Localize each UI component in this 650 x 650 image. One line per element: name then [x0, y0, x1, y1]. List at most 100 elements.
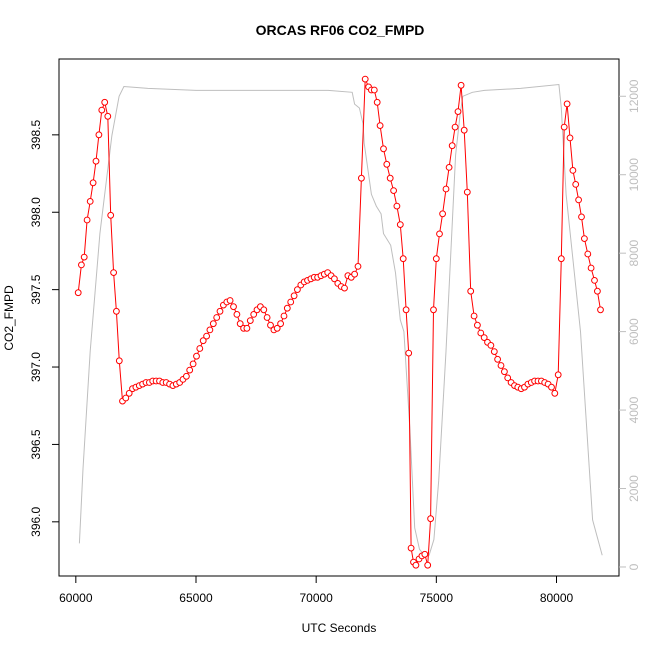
y-tick-label: 396.0: [29, 506, 43, 536]
y-axis-right: 0 2000 4000 6000 8000 10000 12000: [619, 79, 641, 570]
co2-point: [457, 81, 465, 89]
co2-point: [196, 345, 204, 352]
altitude-series: [78, 83, 603, 556]
co2-point: [199, 337, 207, 345]
co2-point: [98, 106, 106, 114]
y-tick-label: 396.5: [29, 429, 43, 459]
co2-point: [89, 179, 97, 187]
co2-point: [439, 210, 447, 218]
co2-point: [396, 221, 404, 229]
co2-point: [287, 298, 295, 306]
co2-point: [560, 123, 568, 131]
co2-point: [267, 321, 274, 329]
plot-frame: [58, 58, 620, 577]
co2-point: [436, 230, 443, 238]
y-axis-label: CO2_FMPD: [2, 285, 16, 351]
co2-point: [209, 320, 217, 328]
co2-point: [230, 303, 237, 311]
co2-point: [504, 374, 512, 382]
co2-point: [445, 164, 453, 171]
co2-point: [480, 334, 488, 342]
co2-point: [477, 329, 485, 337]
y-tick-label: 398.5: [29, 120, 43, 150]
co2-point: [470, 312, 478, 320]
y2-tick-label: 6000: [627, 318, 641, 345]
co2-point: [361, 75, 369, 83]
co2-point: [358, 174, 365, 182]
co2-point: [294, 286, 301, 294]
co2-point: [216, 307, 224, 315]
co2-point: [575, 196, 582, 204]
co2-point: [183, 372, 190, 380]
co2-point: [399, 255, 407, 263]
y-axis-left: 396.0 396.5 397.0 397.5 398.0 398.5: [29, 120, 59, 537]
co2-point: [557, 255, 565, 263]
co2-point: [572, 181, 580, 188]
co2-line: [77, 78, 601, 567]
co2-point: [226, 297, 234, 304]
co2-series: [74, 75, 604, 569]
chart-title: ORCAS RF06 CO2_FMPD: [256, 22, 425, 38]
co2-point: [203, 332, 211, 340]
co2-point: [487, 342, 495, 349]
x-tick-label: 70000: [299, 591, 333, 605]
co2-point: [393, 202, 401, 210]
co2-point: [193, 352, 200, 360]
co2-point: [551, 389, 559, 397]
co2-point: [125, 389, 133, 397]
co2-point: [263, 314, 271, 321]
co2-point: [80, 253, 88, 261]
co2-point: [405, 349, 413, 357]
y-tick-label: 398.0: [29, 197, 43, 227]
co2-point: [213, 314, 221, 321]
x-tick-label: 80000: [540, 591, 574, 605]
co2-point: [273, 324, 281, 332]
co2-point: [277, 320, 285, 328]
co2-point: [113, 307, 120, 315]
co2-point: [407, 544, 415, 552]
co2-point: [563, 100, 571, 108]
co2-point: [501, 368, 508, 376]
co2-point: [494, 355, 502, 363]
co2-point: [490, 348, 498, 356]
co2-point: [548, 383, 555, 391]
co2-point: [78, 261, 85, 269]
x-tick-label: 60000: [59, 591, 93, 605]
y2-tick-label: 4000: [627, 396, 641, 423]
co2-point: [101, 98, 109, 106]
x-axis-label: UTC Seconds: [302, 621, 377, 635]
co2-point: [448, 142, 456, 150]
co2-point: [591, 277, 598, 284]
co2-point: [460, 126, 468, 134]
co2-point: [110, 269, 117, 277]
co2-point: [283, 304, 291, 312]
y2-tick-label: 2000: [627, 475, 641, 502]
co2-point: [581, 235, 588, 243]
co2-point: [86, 198, 94, 205]
co2-point: [95, 131, 103, 139]
co2-point: [206, 326, 214, 334]
co2-point: [373, 98, 381, 106]
co2-point: [554, 371, 562, 379]
co2-point: [566, 134, 574, 142]
co2-point: [463, 188, 471, 196]
co2-point: [122, 394, 130, 402]
co2-point: [497, 362, 505, 369]
co2-point: [104, 112, 112, 120]
co2-point: [107, 211, 115, 219]
co2-point: [424, 561, 432, 569]
co2-point: [597, 306, 604, 314]
co2-point: [594, 287, 601, 295]
co2-point: [442, 185, 450, 193]
x-axis: 60000 65000 70000 75000 80000: [59, 576, 574, 605]
co2-point: [584, 250, 592, 258]
y2-tick-label: 0: [627, 563, 641, 570]
co2-point: [383, 160, 391, 168]
co2-point: [432, 255, 440, 263]
co2-point: [370, 86, 378, 94]
co2-point: [331, 275, 338, 283]
co2-point: [189, 360, 197, 368]
co2-point: [186, 366, 194, 374]
co2-point: [427, 515, 435, 523]
